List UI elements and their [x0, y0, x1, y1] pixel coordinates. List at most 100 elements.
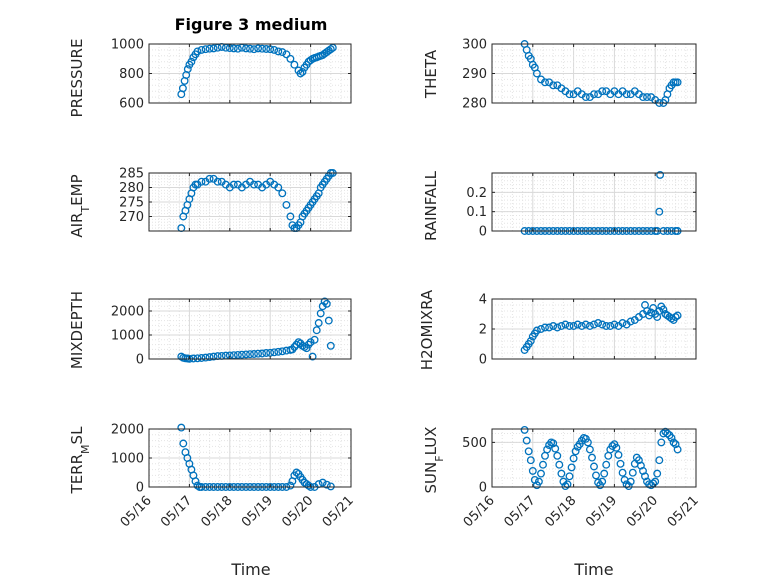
data-point	[551, 444, 560, 453]
data-point	[667, 433, 676, 442]
data-point	[229, 44, 238, 53]
data-point	[193, 47, 202, 56]
y-tick-label: 0	[479, 225, 487, 240]
data-point	[322, 299, 331, 308]
y-tick-label: 1000	[111, 329, 144, 344]
data-point	[278, 48, 287, 57]
data-point	[528, 466, 537, 475]
data-point	[178, 84, 187, 93]
data-point	[583, 438, 592, 447]
data-point	[659, 305, 668, 314]
data-point	[598, 87, 607, 96]
data-point	[565, 472, 574, 481]
pressure-panel: 600 800 1000 PRESSURE	[68, 38, 352, 118]
axes-box	[148, 298, 352, 360]
data-point	[282, 50, 291, 59]
data-point	[655, 207, 664, 216]
y-tick-label: 285	[119, 167, 144, 182]
data-point	[628, 468, 637, 477]
data-point	[565, 90, 574, 99]
data-point	[278, 189, 287, 198]
data-point	[567, 463, 576, 472]
sunflux-panel: 0 500 05/16 05/17 05/18 05/19 05/20 05/21 SUNFLU…	[422, 425, 702, 530]
data-point	[594, 319, 603, 327]
data-point	[592, 471, 600, 480]
data-point	[526, 456, 535, 465]
data-point	[588, 453, 596, 462]
data-point	[667, 314, 676, 323]
data-point	[250, 180, 258, 189]
y-tick-label: 2	[479, 323, 487, 338]
data-point	[553, 323, 562, 332]
data-point	[557, 469, 566, 478]
data-point	[565, 322, 574, 330]
x-tick-label: 05/16	[118, 493, 155, 530]
y-tick-label: 280	[462, 97, 487, 112]
data-point	[312, 326, 321, 335]
data-point	[246, 350, 254, 359]
data-point	[326, 482, 335, 491]
data-point	[539, 460, 547, 469]
data-point	[563, 480, 572, 489]
y-tick-label: 2000	[111, 423, 144, 438]
x-tick-label: 05/20	[279, 493, 316, 530]
data-point	[571, 447, 580, 456]
data-point	[286, 212, 295, 221]
y-tick-label: 0	[479, 481, 487, 496]
data-point	[306, 338, 315, 347]
x-tick-label: 05/18	[199, 493, 236, 530]
data-point	[254, 349, 263, 358]
data-point	[308, 352, 317, 361]
data-point	[286, 481, 295, 490]
y-tick-label: 275	[119, 196, 144, 211]
data-point	[590, 90, 598, 99]
h2omixra-panel: 0 2 4 H2OMIXRA	[418, 289, 697, 370]
data-point	[616, 459, 625, 468]
data-point	[598, 320, 607, 329]
y-tick-label: 0.1	[466, 205, 487, 220]
y-axis-label: SUNFLUX	[422, 427, 446, 494]
y-tick-label: 300	[462, 38, 487, 53]
mixdepth-panel: 0 1000 2000 MIXDEPTH	[68, 291, 352, 369]
data-point	[282, 200, 291, 209]
data-point	[643, 93, 651, 102]
data-point	[274, 183, 283, 192]
y-axis-label: H2OMIXRA	[418, 289, 436, 370]
data-point	[304, 340, 313, 349]
data-point	[183, 65, 192, 74]
x-tick-label: 05/20	[624, 493, 661, 530]
data-point	[622, 90, 631, 99]
axes-box	[491, 172, 697, 232]
data-point	[520, 425, 529, 434]
data-point	[324, 316, 333, 325]
data-point	[624, 482, 633, 491]
y-tick-label: 280	[119, 181, 144, 196]
data-point	[573, 320, 582, 329]
data-point	[537, 325, 545, 333]
data-point	[326, 341, 335, 350]
x-tick-label: 05/16	[461, 493, 498, 530]
data-point	[193, 354, 202, 363]
y-axis-label: PRESSURE	[68, 39, 86, 118]
y-tick-label: 0.2	[466, 186, 487, 201]
data-point	[310, 335, 319, 344]
data-point	[258, 44, 267, 53]
theta-panel: 280 290 300 THETA	[422, 38, 697, 112]
data-point	[561, 482, 570, 491]
data-point	[286, 54, 295, 63]
data-point	[610, 320, 619, 329]
data-point	[270, 348, 279, 357]
data-point	[326, 45, 335, 54]
x-tick-label: 05/21	[665, 493, 702, 530]
data-point	[569, 322, 578, 330]
data-point	[643, 307, 651, 315]
y-tick-label: 0	[479, 353, 487, 368]
data-point	[618, 319, 627, 327]
data-point	[187, 57, 196, 66]
axes-box	[491, 428, 697, 488]
data-point	[532, 326, 541, 335]
data-point	[590, 320, 598, 329]
plot-area	[492, 173, 696, 231]
